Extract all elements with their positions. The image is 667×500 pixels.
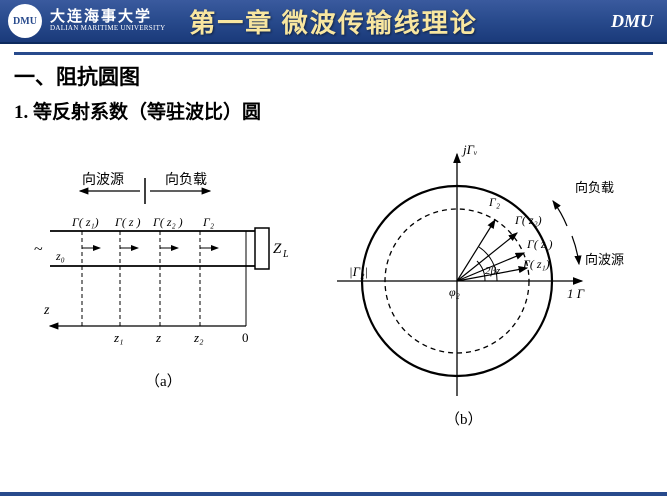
- university-name-block: 大连海事大学 DALIAN MARITIME UNIVERSITY: [50, 9, 166, 33]
- fig-b-phi2: φ₂: [449, 285, 460, 299]
- fig-a-gamma-z2: Γ( z₂ ): [152, 215, 183, 229]
- footer-bar: [0, 492, 667, 496]
- fig-b-Gz1: Γ( z₁): [522, 257, 550, 271]
- section-heading-2: 1. 等反射系数（等驻波比）圆: [14, 97, 653, 124]
- fig-a-gamma-z: Γ( z ): [114, 215, 141, 229]
- dmu-label: DMU: [611, 11, 653, 32]
- fig-b-jGv: jΓᵥ: [461, 142, 478, 157]
- fig-a-z1: z₁: [113, 330, 124, 345]
- fig-b-absG2: |Γ₂|: [349, 264, 368, 279]
- content-area: 一、阻抗圆图 1. 等反射系数（等驻波比）圆 向波源 向负载: [0, 44, 667, 451]
- fig-a-gamma-2: Γ₂: [202, 215, 214, 229]
- fig-a-z: z: [155, 330, 161, 345]
- fig-a-caption: （a）: [145, 373, 182, 390]
- fig-a-z0: z₀: [55, 249, 65, 263]
- fig-b-Gz2: Γ( z₂): [514, 213, 542, 227]
- fig-b-2bz: 2βz: [485, 265, 501, 277]
- fig-b-Gz: Γ( z ): [526, 237, 553, 251]
- fig-a-origin: 0: [242, 330, 249, 345]
- chapter-title-wrap: 第一章 微波传输线理论: [174, 3, 494, 40]
- fig-a-load-z: Z: [273, 241, 282, 257]
- fig-a-z2: z₂: [193, 330, 204, 345]
- fig-a-axis-z: z: [43, 303, 50, 318]
- university-logo: DMU: [8, 4, 42, 38]
- university-name-en: DALIAN MARITIME UNIVERSITY: [50, 25, 166, 33]
- figure-a-svg: 向波源 向负载 ~ Z L Γ( z: [20, 136, 310, 406]
- section-heading-1: 一、阻抗圆图: [14, 52, 653, 91]
- fig-a-load-sub: L: [282, 249, 289, 260]
- fig-b-1G: 1 Γ: [567, 286, 585, 301]
- figure-a: 向波源 向负载 ~ Z L Γ( z: [20, 136, 310, 411]
- chapter-title: 第一章 微波传输线理论: [189, 9, 478, 38]
- fig-a-toward-source: 向波源: [82, 172, 124, 188]
- figure-b-svg: jΓᵥ 1 Γ |Γ₂| Γ₂ Γ( z₂) Γ( z ): [317, 136, 647, 436]
- fig-b-G2: Γ₂: [488, 195, 500, 209]
- figures-row: 向波源 向负载 ~ Z L Γ( z: [14, 136, 653, 441]
- university-name-cn: 大连海事大学: [50, 9, 166, 26]
- fig-b-toward-load: 向负载: [575, 180, 614, 195]
- slide-header: DMU 大连海事大学 DALIAN MARITIME UNIVERSITY 第一…: [0, 0, 667, 44]
- fig-a-gamma-z1: Γ( z₁): [71, 215, 99, 229]
- fig-b-caption: （b）: [445, 411, 483, 428]
- fig-a-source: ~: [34, 241, 43, 258]
- fig-a-toward-load: 向负载: [165, 172, 207, 188]
- logo-text: DMU: [13, 16, 37, 27]
- fig-b-toward-source: 向波源: [585, 252, 624, 267]
- figure-b: jΓᵥ 1 Γ |Γ₂| Γ₂ Γ( z₂) Γ( z ): [317, 136, 647, 441]
